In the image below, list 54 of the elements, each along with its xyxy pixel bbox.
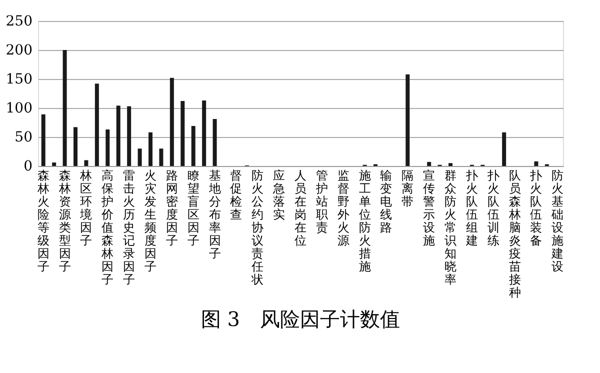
x-tick-label: 瞭望盲区因子 xyxy=(187,168,200,248)
x-tick-label: 隔离带 xyxy=(402,168,414,208)
category-label: 高保护价值森林因子 xyxy=(102,168,114,286)
bar xyxy=(74,127,78,166)
bar xyxy=(62,50,67,166)
x-tick-label: 管护站职责 xyxy=(314,168,328,234)
x-tick-label: 林区环境因子 xyxy=(79,168,92,248)
x-tick-label: 督促检查 xyxy=(230,168,242,222)
bar xyxy=(148,132,152,166)
bar xyxy=(94,84,99,166)
x-tick-label: 森林资源类型因子 xyxy=(58,168,71,274)
x-tick-label: 防火基础设施建设 xyxy=(550,168,564,274)
bar xyxy=(212,119,217,166)
bar xyxy=(52,162,56,166)
category-label: 防火公约协议责任状 xyxy=(252,168,264,286)
bar xyxy=(180,101,185,166)
bar xyxy=(116,106,120,166)
x-tick-label: 宣传警示设施 xyxy=(423,168,436,248)
bar xyxy=(191,126,196,166)
y-tick-label: 0 xyxy=(24,158,32,174)
bar xyxy=(106,129,110,166)
x-tick-label: 应急落实 xyxy=(272,168,286,222)
bar xyxy=(406,74,410,166)
category-label: 雷击火历史记录因子 xyxy=(123,168,136,286)
y-tick-label: 50 xyxy=(14,130,32,146)
y-tick-label: 100 xyxy=(6,100,32,116)
bar xyxy=(138,148,142,166)
bar xyxy=(202,100,206,166)
y-tick-label: 250 xyxy=(6,14,32,30)
bar xyxy=(170,78,174,166)
x-tick-label: 路网密度因子 xyxy=(166,168,178,248)
y-tick-label: 150 xyxy=(6,72,32,88)
x-tick-label: 人员在岗在位 xyxy=(294,168,306,248)
bar xyxy=(502,132,506,166)
bar xyxy=(84,160,88,166)
bar xyxy=(448,163,452,166)
text: 图 3 风险因子计数值 xyxy=(200,307,400,331)
category-label: 队员森林脑炎疫苗接种 xyxy=(508,168,521,300)
x-tick-label: 监督野外火源 xyxy=(337,168,350,248)
x-tick-label: 火灾发生频度因子 xyxy=(144,168,156,274)
x-tick-label: 基地分布率因子 xyxy=(208,168,221,260)
x-tick-label: 扑火队伍训练 xyxy=(486,168,500,248)
x-tick-label: 扑火队伍装备 xyxy=(529,168,542,248)
bar xyxy=(127,106,132,166)
x-tick-label: 森林火险等级因子 xyxy=(36,168,50,274)
y-tick-label: 200 xyxy=(6,42,32,58)
bar xyxy=(159,148,164,166)
bar xyxy=(427,162,432,166)
x-tick-label: 施工单位防火措施 xyxy=(358,168,371,274)
x-tick-label: 扑火队伍组建 xyxy=(464,168,478,248)
x-tick-label: 输变电线路 xyxy=(380,168,392,234)
category-label: 群众防火常识知晓率 xyxy=(444,168,456,286)
bar xyxy=(41,114,46,166)
bar xyxy=(534,161,538,166)
